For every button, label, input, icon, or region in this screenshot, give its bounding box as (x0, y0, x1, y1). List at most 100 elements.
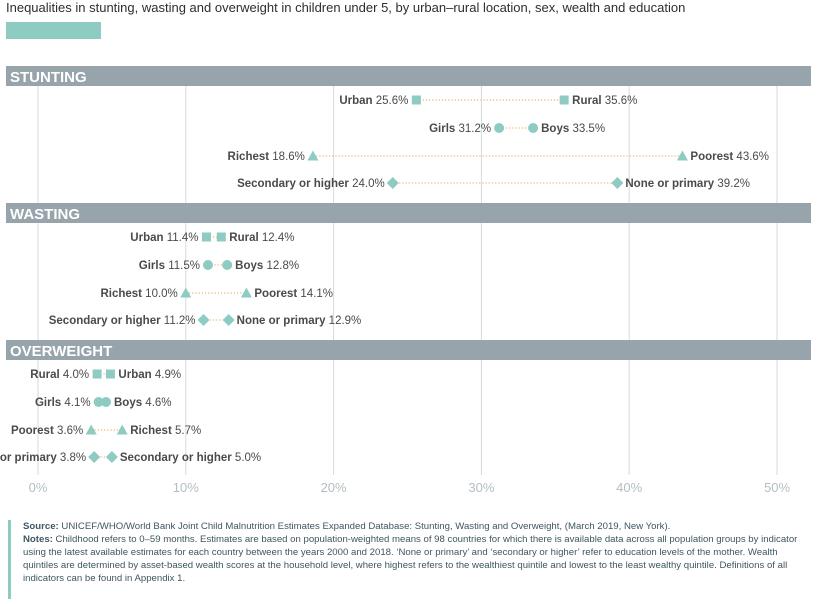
diamond-marker-secondary-or-higher (197, 314, 210, 326)
source-label: Source: (23, 521, 59, 532)
section-band-stunting (6, 66, 811, 86)
triangle-marker-poorest (676, 150, 688, 161)
data-label-high: Secondary or higher 5.0% (120, 452, 261, 464)
label-value: 4.0% (60, 369, 89, 381)
x-tick-label: 20% (321, 480, 347, 495)
data-label-low: Poorest 3.6% (11, 425, 83, 437)
label-value: 24.0% (349, 178, 385, 190)
label-group: Secondary or higher (237, 178, 349, 190)
label-value: 11.5% (165, 260, 200, 272)
data-label-high: Poorest 43.6% (690, 151, 769, 163)
source-text: UNICEF/WHO/World Bank Joint Child Malnut… (61, 521, 671, 532)
label-value: 31.2% (455, 123, 491, 135)
square-marker-urban (105, 369, 115, 379)
data-label-low: Richest 10.0% (100, 288, 177, 300)
label-value: 12.9% (325, 315, 361, 327)
diamond-marker-secondary-or-higher (105, 451, 118, 463)
label-group: Richest (130, 425, 172, 437)
triangle-marker-poorest (85, 424, 97, 435)
label-value: 10.0% (142, 288, 178, 300)
label-value: 14.1% (297, 288, 333, 300)
diamond-marker-none-or-primary (611, 177, 624, 189)
label-value: 18.6% (269, 151, 305, 163)
triangle-marker-richest (180, 287, 192, 298)
x-tick-label: 0% (29, 480, 48, 495)
notes-line: Notes: Childhood refers to 0–59 months. … (23, 533, 808, 585)
data-label-high: Rural 35.6% (572, 95, 637, 107)
label-group: Girls (35, 397, 61, 409)
source-line: Source: UNICEF/WHO/World Bank Joint Chil… (23, 520, 808, 533)
data-label-high: Poorest 14.1% (254, 288, 333, 300)
data-label-high: Rural 12.4% (229, 232, 294, 244)
square-marker-urban (201, 232, 211, 242)
title-accent-bar (6, 22, 101, 39)
label-group: Richest (100, 288, 142, 300)
notes-block: Source: UNICEF/WHO/World Bank Joint Chil… (8, 520, 808, 599)
data-label-low: Secondary or higher 24.0% (237, 178, 385, 190)
section-label: OVERWEIGHT (10, 343, 112, 360)
section-label: STUNTING (10, 69, 87, 86)
data-label-low: Girls 31.2% (429, 123, 491, 135)
data-label-low: Rural 4.0% (30, 369, 89, 381)
chart-title: Inequalities in stunting, wasting and ov… (6, 0, 686, 15)
label-group: Urban (339, 95, 372, 107)
label-value: 11.2% (161, 315, 196, 327)
section-band-overweight (6, 340, 811, 360)
square-marker-rural (559, 95, 569, 105)
label-group: Boys (541, 123, 569, 135)
label-group: Rural (30, 369, 59, 381)
data-label-low: Girls 4.1% (35, 397, 91, 409)
section-label: WASTING (10, 206, 80, 223)
label-group: Girls (429, 123, 455, 135)
label-value: 5.7% (172, 425, 201, 437)
label-group: None or primary (625, 178, 714, 190)
label-group: Poorest (690, 151, 733, 163)
triangle-marker-richest (307, 150, 319, 161)
data-label-high: None or primary 39.2% (625, 178, 750, 190)
label-group: Rural (572, 95, 601, 107)
diamond-marker-none-or-primary (88, 451, 101, 463)
circle-marker-boys (528, 123, 539, 133)
label-group: Poorest (11, 425, 54, 437)
square-marker-rural (92, 369, 102, 379)
label-group: Secondary or higher (49, 315, 161, 327)
data-label-high: Boys 33.5% (541, 123, 605, 135)
data-label-high: Richest 5.7% (130, 425, 201, 437)
diamond-marker-none-or-primary (222, 314, 235, 326)
label-value: 12.8% (263, 260, 299, 272)
square-marker-urban (411, 95, 421, 105)
data-label-high: None or primary 12.9% (237, 315, 362, 327)
dot-plot-chart: STUNTING WASTING OVERWEIGHT Urban 25.6% Rura… (0, 66, 811, 495)
label-value: 4.6% (142, 397, 171, 409)
triangle-marker-poorest (240, 287, 252, 298)
label-group: None or primary (0, 452, 57, 464)
label-group: Boys (235, 260, 263, 272)
label-value: 3.6% (54, 425, 83, 437)
data-label-low: Richest 18.6% (228, 151, 305, 163)
label-value: 39.2% (714, 178, 750, 190)
section-band-wasting (6, 203, 811, 223)
data-label-low: Urban 25.6% (339, 95, 408, 107)
label-value: 5.0% (232, 452, 261, 464)
circle-marker-girls (494, 123, 505, 133)
data-label-low: None or primary 3.8% (0, 452, 86, 464)
data-label-high: Boys 12.8% (235, 260, 299, 272)
grid-lines (37, 66, 778, 475)
data-label-low: Secondary or higher 11.2% (49, 315, 196, 327)
circle-marker-girls (93, 397, 104, 407)
label-group: None or primary (237, 315, 326, 327)
circle-marker-boys (222, 260, 233, 270)
label-value: 33.5% (569, 123, 605, 135)
triangle-marker-richest (116, 424, 128, 435)
label-value: 25.6% (373, 95, 409, 107)
x-tick-label: 10% (173, 480, 199, 495)
label-group: Girls (139, 260, 165, 272)
data-label-high: Urban 4.9% (118, 369, 181, 381)
label-value: 4.9% (152, 369, 181, 381)
notes-text: Childhood refers to 0–59 months. Estimat… (23, 534, 798, 584)
diamond-marker-secondary-or-higher (386, 177, 399, 189)
label-value: 3.8% (57, 452, 86, 464)
data-label-low: Urban 11.4% (130, 232, 198, 244)
label-group: Boys (114, 397, 142, 409)
label-group: Poorest (254, 288, 297, 300)
